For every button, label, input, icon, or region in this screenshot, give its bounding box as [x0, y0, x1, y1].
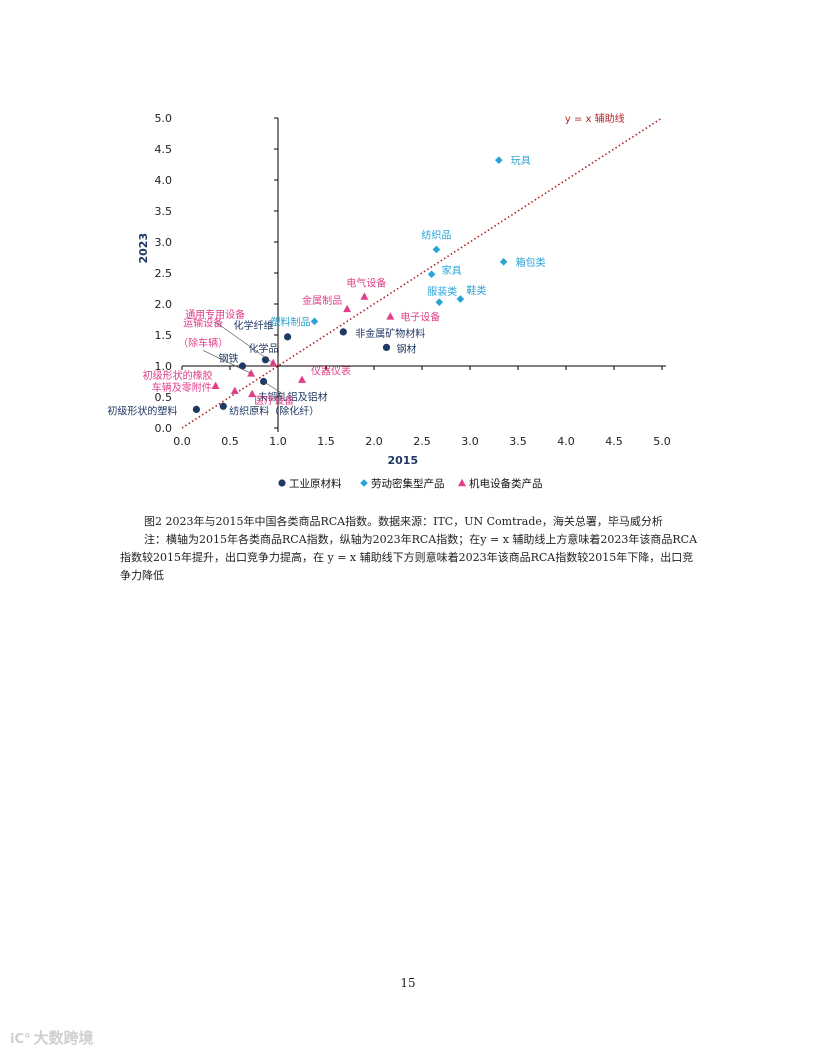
point-label: 化学品 — [249, 342, 279, 355]
x-tick-label: 2.0 — [365, 435, 383, 448]
point-label: 电子设备 — [400, 310, 440, 323]
point-circle — [219, 402, 227, 410]
point-label: 医疗设备 — [254, 394, 294, 407]
x-tick-label: 0.0 — [173, 435, 191, 448]
watermark: iC° 大数跨境 — [10, 1027, 94, 1048]
x-tick-label: 1.0 — [269, 435, 287, 448]
point-circle — [238, 362, 247, 370]
y-tick-label: 2.5 — [155, 267, 173, 280]
reference-line — [181, 117, 663, 429]
point-label: 运输设备 — [183, 316, 223, 329]
point-label: 箱包类 — [516, 256, 546, 269]
point-triangle — [386, 312, 395, 320]
point-triangle — [343, 304, 352, 313]
point-label: 化学纤维 — [234, 319, 274, 332]
y-tick-label: 4.0 — [155, 174, 173, 187]
axes: 0.0 0.5 1.0 1.5 2.0 2.5 3.0 3.5 4.0 4.5 5.0 0.0 0.5 1… — [137, 112, 671, 467]
caption-note: 注：横轴为2015年各类商品RCA指数，纵轴为2023年RCA指数；在y = x… — [120, 533, 698, 582]
x-tick-label: 2.5 — [413, 435, 431, 448]
point-diamond — [310, 317, 319, 326]
point-circle — [261, 356, 270, 364]
point-circle — [339, 328, 347, 336]
point-diamond — [456, 295, 465, 303]
point-triangle — [269, 358, 278, 367]
data-points — [192, 156, 508, 413]
y-axis-title: 2023 — [137, 233, 150, 264]
x-tick-label: 4.5 — [605, 435, 623, 448]
x-tick-label: 3.5 — [509, 435, 527, 448]
point-triangle — [298, 375, 306, 383]
label-leader-line — [202, 350, 252, 374]
y-tick-label: 3.0 — [155, 236, 173, 249]
point-triangle — [230, 386, 239, 394]
y-tick-label: 0.0 — [155, 422, 173, 435]
point-diamond — [495, 156, 503, 164]
point-label: 玩具 — [511, 155, 531, 167]
x-tick-label: 1.5 — [317, 435, 335, 448]
point-label: 仪器仪表 — [311, 365, 351, 378]
legend-marker-circle — [278, 479, 286, 487]
point-triangle — [211, 381, 220, 390]
point-label: 非金属矿物材料 — [355, 327, 425, 340]
point-triangle — [360, 292, 369, 300]
y-tick-label: 4.5 — [155, 143, 173, 156]
y-tick-label: 5.0 — [155, 112, 173, 125]
point-label: 鞋类 — [466, 284, 486, 297]
legend-marker-triangle — [458, 478, 466, 487]
point-diamond — [435, 298, 444, 306]
point-label: 初级形状的橡胶 — [143, 369, 213, 382]
point-label: 金属制品 — [302, 294, 342, 307]
page-number: 15 — [400, 976, 416, 990]
caption-title: 图2 2023年与2015年中国各类商品RCA指数。数据来源：ITC，UN Co… — [144, 515, 663, 528]
point-triangle — [248, 389, 257, 398]
point-label: （除车辆） — [178, 336, 228, 349]
point-label: 塑料制品 — [270, 315, 310, 328]
point-label: 钢材 — [396, 342, 416, 355]
legend-label: 工业原材料 — [289, 477, 342, 490]
reference-line-label: y = x 辅助线 — [565, 112, 625, 125]
watermark-logo-icon: iC° — [10, 1032, 31, 1047]
point-label: 家具 — [442, 264, 462, 277]
point-label: 初级形状的塑料 — [107, 404, 177, 417]
legend-label: 机电设备类产品 — [469, 477, 543, 490]
point-circle — [382, 343, 391, 351]
x-tick-label: 5.0 — [653, 435, 671, 448]
point-label: 电气设备 — [346, 277, 386, 290]
x-tick-label: 4.0 — [557, 435, 575, 448]
point-label: 车辆及零附件 — [152, 381, 212, 394]
legend-label: 劳动密集型产品 — [371, 477, 445, 490]
point-label: 通用专用设备 — [185, 308, 245, 321]
point-circle — [192, 405, 200, 413]
point-label: 纺织品 — [421, 228, 451, 241]
label-leader-line — [263, 381, 284, 395]
point-diamond — [432, 245, 441, 254]
point-diamond — [499, 258, 508, 266]
x-axis-title: 2015 — [387, 454, 418, 467]
point-triangle — [247, 369, 256, 377]
point-circle — [284, 333, 292, 341]
legend: 工业原材料 劳动密集型产品 机电设备类产品 — [278, 477, 543, 490]
x-tick-label: 3.0 — [461, 435, 479, 448]
legend-marker-diamond — [360, 479, 368, 487]
point-label: 未锻轧铝及铝材 — [258, 391, 328, 404]
y-tick-label: 0.5 — [155, 391, 173, 404]
label-leader-line — [215, 321, 274, 364]
reference-line-group: y = x 辅助线 — [181, 112, 663, 429]
point-label: 纺织原料（除化纤） — [229, 404, 319, 417]
x-tick-label: 0.5 — [221, 435, 239, 448]
point-label: 钢铁 — [218, 352, 238, 365]
y-tick-label: 2.0 — [155, 298, 173, 311]
point-diamond — [427, 270, 436, 279]
y-tick-label: 1.0 — [155, 360, 173, 373]
y-tick-label: 3.5 — [155, 205, 173, 218]
figure-caption: 图2 2023年与2015年中国各类商品RCA指数。数据来源：ITC，UN Co… — [120, 513, 700, 585]
y-tick-label: 1.5 — [155, 329, 173, 342]
rca-scatter-chart: 0.0 0.5 1.0 1.5 2.0 2.5 3.0 3.5 4.0 4.5 5.0 0.0 0.5 1… — [107, 112, 671, 490]
point-label: 服装类 — [427, 285, 457, 298]
watermark-text: 大数跨境 — [33, 1029, 94, 1047]
